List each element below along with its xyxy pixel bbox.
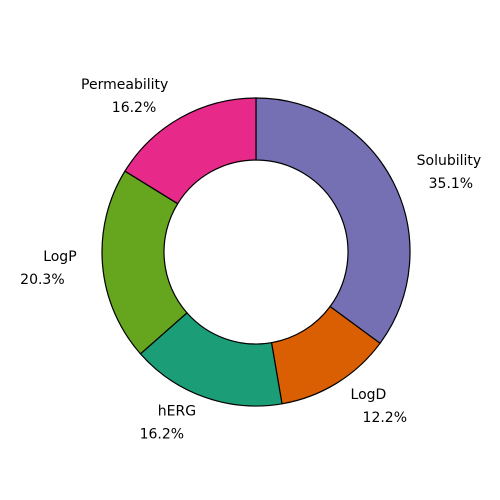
slice-permeability — [124, 97, 257, 205]
slice-label-solubility: Solubility — [417, 153, 482, 169]
slice-percent-logp: 20.3% — [20, 272, 64, 288]
slice-label-permeability: Permeability — [81, 77, 168, 93]
slice-label-herg: hERG — [158, 404, 196, 420]
slice-label-logp: LogP — [43, 249, 76, 265]
slice-percent-solubility: 35.1% — [429, 176, 473, 192]
slice-percent-permeability: 16.2% — [112, 100, 156, 116]
slice-solubility — [255, 97, 411, 345]
slice-label-logd: LogD — [351, 387, 387, 403]
slice-percent-herg: 16.2% — [140, 427, 184, 443]
slice-percent-logd: 12.2% — [363, 410, 407, 426]
